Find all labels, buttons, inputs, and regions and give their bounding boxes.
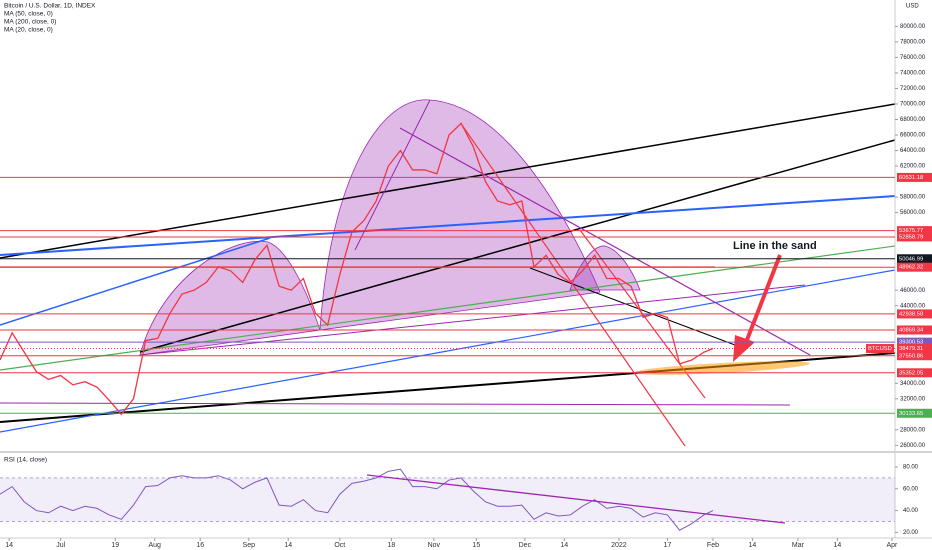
price-label-box — [897, 344, 932, 354]
level-label-box — [897, 325, 932, 335]
level-label: 60531.18 — [899, 175, 923, 181]
y-tick-label: 46000.00 — [900, 288, 926, 294]
rsi-tick-label: 20.00 — [903, 530, 919, 536]
annotation: Line in the sand — [733, 240, 817, 252]
y-tick-label: 44000.00 — [900, 303, 926, 309]
y-tick-label: 64000.00 — [900, 148, 926, 154]
level-label: 52858.79 — [899, 234, 923, 240]
indicator-label: MA (20, close, 0) — [4, 27, 53, 34]
y-tick-label: 62000.00 — [900, 164, 926, 170]
x-tick-label: Sep — [243, 542, 256, 549]
x-tick-label: 2022 — [611, 542, 627, 549]
y-tick-label: 34000.00 — [900, 381, 926, 387]
y-tick-label: 76000.00 — [900, 55, 926, 61]
price-name: BTCUSD — [868, 346, 892, 352]
x-tick-label: 14 — [284, 542, 292, 549]
y-tick-label: 78000.00 — [900, 39, 926, 45]
level-label-box — [897, 368, 932, 378]
chart-title: Bitcoin / U.S. Dollar, 1D, INDEX — [4, 3, 96, 10]
x-tick-label: 16 — [196, 542, 204, 549]
level-label-box — [897, 309, 932, 319]
y-tick-label: 74000.00 — [900, 71, 926, 77]
y-tick-label: 72000.00 — [900, 86, 926, 92]
level-label: 53675.77 — [899, 228, 923, 234]
y-tick-label: 32000.00 — [900, 396, 926, 402]
y-tick-label: 56000.00 — [900, 210, 926, 216]
y-tick-label: 26000.00 — [900, 443, 926, 449]
level-label: 42938.58 — [899, 311, 923, 317]
x-tick-label: Nov — [428, 542, 441, 549]
y-tick-label: 70000.00 — [900, 102, 926, 108]
x-tick-label: 14 — [5, 542, 13, 549]
x-tick-label: Mar — [792, 542, 805, 549]
rsi-trend-line — [366, 474, 786, 524]
currency-label: USD — [906, 4, 919, 10]
x-tick-label: Feb — [707, 542, 719, 549]
x-tick-label: 17 — [664, 542, 672, 549]
x-tick-label: Dec — [519, 542, 532, 549]
level-label-box — [897, 408, 932, 418]
price-name-box — [866, 344, 894, 354]
price-label: 38479.31 — [899, 346, 923, 352]
level-label: 30133.65 — [899, 411, 923, 417]
level-label-box — [897, 226, 932, 236]
rsi-tick-label: 80.00 — [903, 465, 919, 471]
rsi-tick-label: 40.00 — [903, 508, 919, 514]
level-label: 37550.86 — [899, 353, 923, 359]
level-label: 50046.99 — [899, 256, 923, 262]
x-tick-label: 14 — [560, 542, 568, 549]
y-tick-label: 80000.00 — [900, 24, 926, 30]
x-tick-label: Apr — [887, 542, 899, 549]
x-tick-label: 15 — [472, 542, 480, 549]
cup-shapes — [139, 99, 641, 356]
x-tick-label: Oct — [334, 542, 345, 549]
x-tick-label: 19 — [111, 542, 119, 549]
level-label-box — [897, 172, 932, 182]
highlight-zone — [634, 361, 810, 375]
rsi-band — [0, 477, 895, 522]
indicator-label: MA (200, close, 0) — [4, 19, 56, 26]
indicator-label: MA (50, close, 0) — [4, 11, 53, 18]
x-tick-label: 14 — [749, 542, 757, 549]
x-tick-label: 14 — [833, 542, 841, 549]
x-tick-label: 18 — [387, 542, 395, 549]
level-label-box — [897, 232, 932, 242]
price-line — [0, 122, 714, 416]
y-tick-label: 28000.00 — [900, 427, 926, 433]
x-tick-label: Aug — [148, 542, 161, 549]
rsi-tick-label: 60.00 — [903, 486, 919, 492]
level-label: 48962.32 — [899, 265, 923, 271]
y-tick-label: 58000.00 — [900, 195, 926, 201]
level-label-box — [897, 262, 932, 272]
level-label-box — [897, 351, 932, 361]
level-label-box — [897, 337, 932, 347]
level-label-box — [897, 254, 932, 264]
y-tick-label: 66000.00 — [900, 133, 926, 139]
x-tick-label: Jul — [56, 542, 65, 549]
rsi-title: RSI (14, close) — [4, 457, 47, 464]
level-label: 39300.53 — [899, 340, 923, 346]
level-label: 40869.34 — [899, 328, 924, 334]
level-label: 35352.05 — [899, 370, 923, 376]
y-tick-label: 68000.00 — [900, 117, 926, 123]
